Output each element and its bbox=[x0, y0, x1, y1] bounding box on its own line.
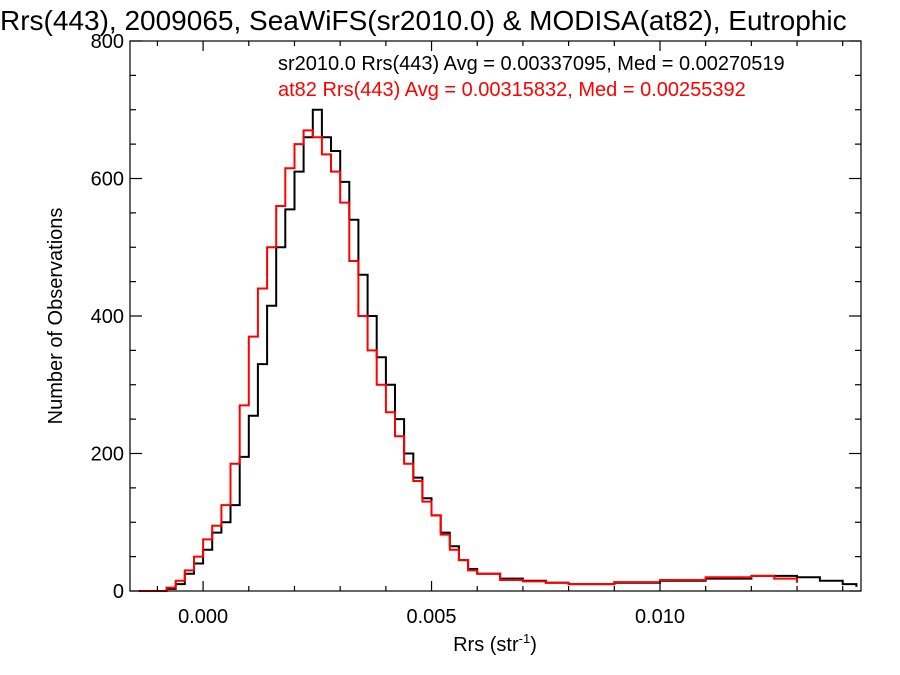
plot-area bbox=[139, 108, 858, 592]
chart-title: Rrs(443), 2009065, SeaWiFS(sr2010.0) & M… bbox=[0, 5, 847, 36]
x-axis-label-superscript: -1 bbox=[519, 631, 531, 646]
x-axis: 0.000 0.005 0.010 bbox=[156, 41, 844, 628]
x-axis-label: Rrs (str-1) bbox=[453, 631, 537, 656]
x-tick-label: 0.010 bbox=[635, 606, 685, 628]
y-tick-label: 400 bbox=[91, 306, 124, 328]
series-line-0 bbox=[139, 108, 858, 592]
y-axis: 0 200 400 600 800 bbox=[91, 31, 861, 603]
x-axis-label-text: Rrs (str bbox=[453, 634, 519, 656]
plot-frame bbox=[129, 40, 862, 592]
legend-entry-at82: at82 Rrs(443) Avg = 0.00315832, Med = 0.… bbox=[278, 79, 746, 101]
legend-entry-sr2010: sr2010.0 Rrs(443) Avg = 0.00337095, Med … bbox=[278, 53, 785, 75]
y-tick-label: 600 bbox=[91, 169, 124, 191]
y-tick-label: 0 bbox=[113, 581, 124, 603]
series-line-1 bbox=[139, 129, 798, 592]
y-axis-label: Number of Observations bbox=[45, 208, 67, 425]
x-tick-label: 0.005 bbox=[407, 606, 457, 628]
y-tick-label: 200 bbox=[91, 444, 124, 466]
x-axis-label-suffix: ) bbox=[530, 634, 537, 656]
y-tick-label: 800 bbox=[91, 31, 124, 53]
x-tick-label: 0.000 bbox=[178, 606, 228, 628]
